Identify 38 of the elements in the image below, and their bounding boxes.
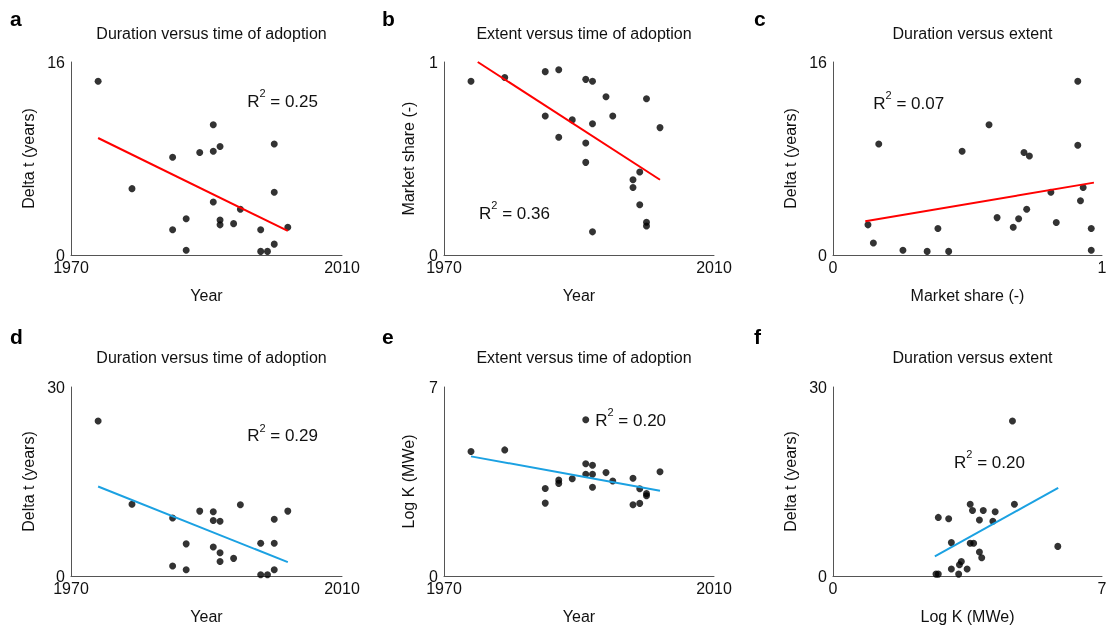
x-tick-label: 2010 [324,258,360,276]
chart-title: Duration versus time of adoption [96,24,327,42]
y-axis-title: Market share (-) [399,101,417,216]
y-axis-title: Delta t (years) [19,108,37,209]
x-tick-label: 2010 [696,258,732,276]
chart-title: Extent versus time of adoption [476,348,692,366]
x-axis-title: Year [190,286,224,304]
y-tick-label: 30 [809,378,828,396]
y-tick-label: 1 [429,53,439,71]
text: e [382,325,394,348]
x-tick-label: 7 [1097,579,1107,597]
y-tick-label: 30 [47,378,66,396]
x-tick-label: 2010 [324,579,360,597]
y-axis-title: Delta t (years) [19,431,37,532]
text: f [754,325,762,348]
y-axis-title: Log K (MWe) [399,434,417,529]
x-axis-title: Year [562,286,596,304]
text: a [10,7,22,30]
x-axis-title: Year [562,607,596,625]
y-tick-label: 7 [429,378,439,396]
x-axis-title: Year [190,607,224,625]
y-tick-label: 0 [818,567,828,585]
x-tick-label: 2010 [696,579,732,597]
text: b [382,7,395,30]
chart-title: Duration versus extent [892,24,1054,42]
y-tick-label: 0 [818,246,828,264]
x-axis-title: Log K (MWe) [920,607,1015,625]
y-axis-title: Delta t (years) [781,108,799,209]
text: c [754,7,766,30]
y-tick-label: 16 [809,53,828,71]
chart-title: Duration versus extent [892,348,1054,366]
text: d [10,325,23,348]
x-tick-label: 1 [1097,258,1107,276]
chart-title: Extent versus time of adoption [476,24,692,42]
chart-title: Duration versus time of adoption [96,348,327,366]
x-axis-title: Market share (-) [910,286,1025,304]
y-axis-title: Delta t (years) [781,431,799,532]
y-tick-label: 16 [47,53,66,71]
